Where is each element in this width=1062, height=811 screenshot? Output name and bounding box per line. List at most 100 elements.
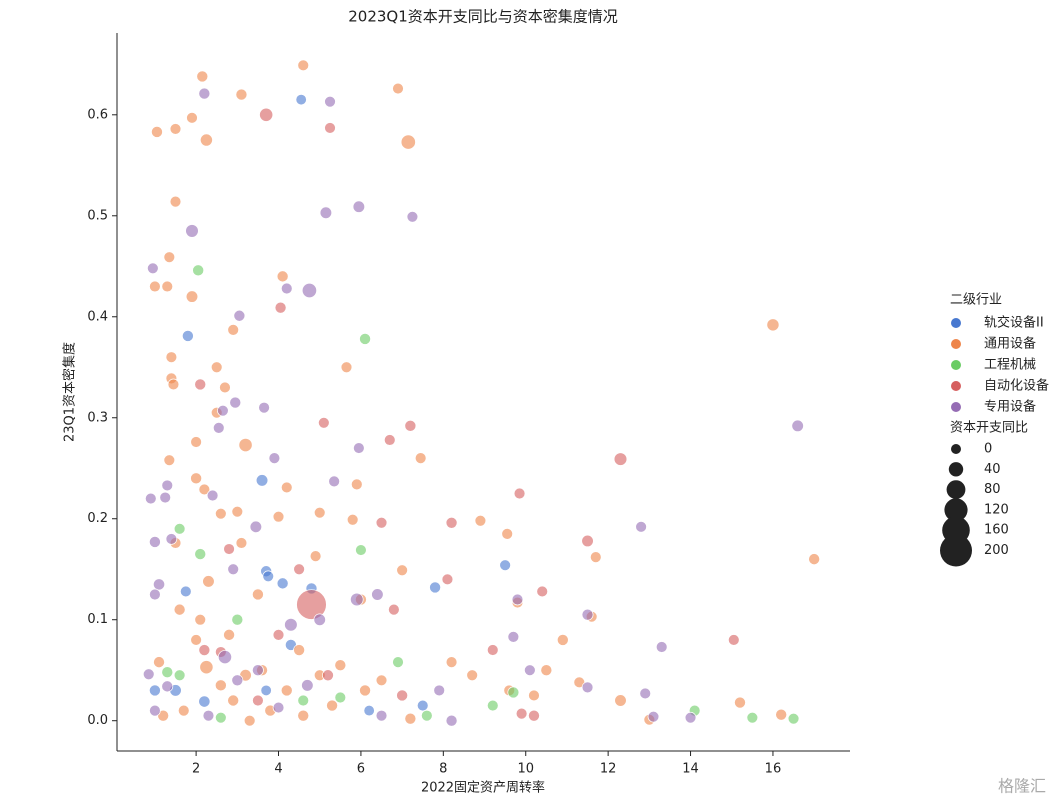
point (262, 570, 275, 583)
point (217, 650, 232, 665)
point (375, 709, 388, 722)
watermark: 格隆汇 (998, 777, 1046, 796)
point (231, 505, 244, 518)
size-legend-label: 200 (984, 543, 1009, 558)
point (371, 588, 384, 601)
point (406, 211, 419, 223)
legend-marker (951, 402, 961, 412)
point (324, 95, 336, 108)
point (198, 644, 211, 656)
point (202, 575, 215, 588)
point (734, 696, 746, 709)
point (169, 195, 182, 208)
point (363, 704, 375, 717)
point (280, 282, 293, 295)
point (684, 711, 697, 724)
point (233, 309, 246, 322)
point (613, 452, 628, 466)
point (359, 684, 371, 697)
x-tick-label: 16 (765, 762, 782, 777)
point (280, 684, 293, 697)
point (144, 492, 157, 505)
point (421, 709, 433, 722)
point (507, 686, 520, 699)
point (186, 112, 198, 124)
point (350, 592, 364, 607)
point (466, 669, 478, 682)
point (255, 474, 269, 487)
point (243, 714, 256, 727)
point (528, 689, 540, 702)
legend-marker (951, 360, 961, 370)
point (149, 704, 161, 717)
point (400, 134, 416, 150)
point (334, 691, 347, 704)
point (581, 608, 594, 621)
point (276, 270, 289, 283)
point (297, 709, 310, 722)
chart-title: 2023Q1资本开支同比与资本密集度情况 (348, 8, 618, 26)
point (177, 704, 190, 717)
point (163, 251, 176, 263)
point (581, 681, 594, 694)
point (728, 634, 740, 646)
point (355, 544, 367, 556)
point (161, 666, 174, 679)
point (536, 585, 549, 598)
point (194, 548, 207, 560)
point (238, 438, 253, 453)
size-legend-marker (951, 444, 961, 454)
point (212, 422, 225, 434)
point (416, 699, 429, 712)
point (180, 585, 192, 598)
x-tick-label: 14 (682, 762, 699, 777)
point (274, 301, 287, 314)
point (169, 123, 182, 135)
point (589, 551, 602, 563)
point (635, 521, 647, 533)
point (328, 475, 340, 488)
point (268, 452, 281, 464)
point (392, 656, 404, 668)
point (194, 378, 207, 391)
y-tick-label: 0.0 (87, 713, 108, 728)
point (639, 687, 652, 700)
point (235, 537, 248, 549)
point (499, 559, 511, 571)
point (528, 709, 540, 722)
point (149, 280, 161, 293)
size-legend-title: 资本开支同比 (950, 421, 1028, 436)
point (198, 483, 211, 496)
size-legend-label: 40 (984, 462, 1001, 477)
point (190, 436, 202, 448)
size-legend-label: 80 (984, 482, 1001, 497)
point (540, 664, 553, 677)
point (433, 684, 445, 697)
point (252, 588, 264, 601)
x-tick-label: 6 (357, 762, 365, 777)
legend-label: 自动化设备 (984, 378, 1049, 394)
y-tick-label: 0.1 (87, 612, 108, 627)
point (165, 351, 178, 363)
point (313, 613, 326, 626)
point (445, 656, 458, 668)
point (231, 674, 244, 687)
point (766, 318, 780, 332)
point (280, 481, 293, 494)
y-axis-label: 23Q1资本密集度 (62, 342, 78, 442)
point (297, 694, 310, 707)
point (511, 593, 524, 606)
point (185, 224, 199, 238)
y-tick-label: 0.3 (87, 410, 108, 425)
point (556, 634, 569, 646)
point (190, 634, 202, 646)
point (404, 712, 417, 725)
point (142, 668, 155, 681)
point (340, 361, 353, 374)
point (293, 563, 305, 576)
point (301, 282, 317, 299)
point (515, 707, 528, 720)
point (206, 489, 219, 502)
point (223, 543, 235, 555)
point (787, 712, 800, 725)
